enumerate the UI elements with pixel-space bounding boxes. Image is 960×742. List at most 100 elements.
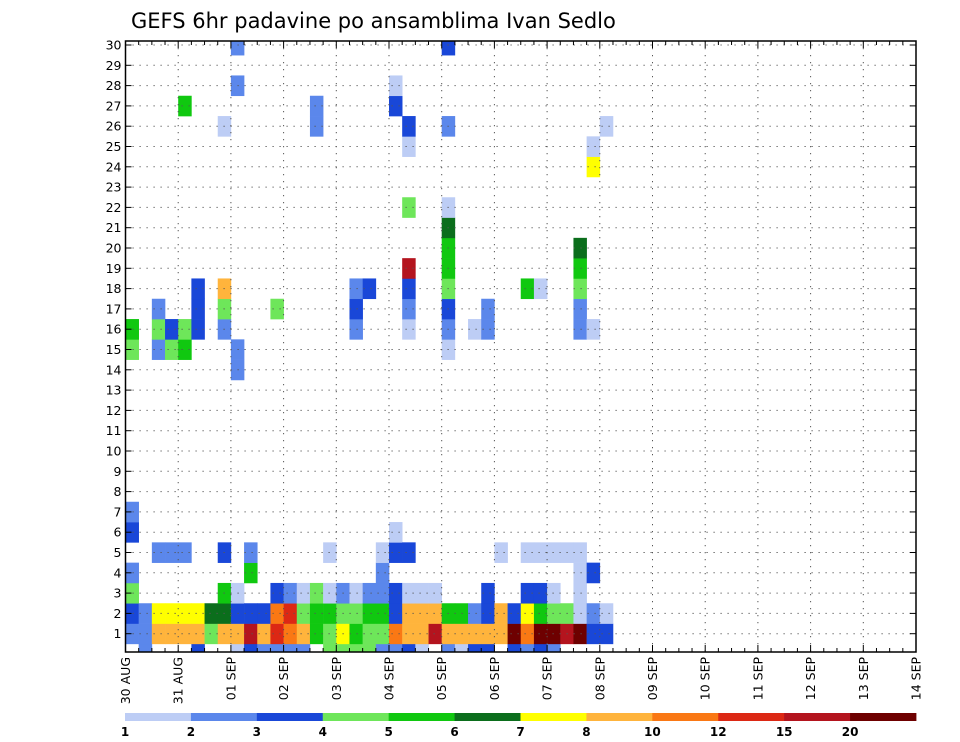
heatmap-cell [349, 298, 363, 320]
heatmap-cell [520, 278, 535, 300]
heatmap-cell [573, 319, 587, 340]
heatmap-cell [178, 623, 192, 645]
x-tick-label: 13 SEP [856, 657, 871, 701]
heatmap-cell [349, 278, 363, 300]
heatmap-cell [151, 319, 166, 340]
heatmap-cell [573, 278, 587, 300]
heatmap-cell [244, 603, 258, 624]
heatmap-cell [309, 116, 324, 137]
heatmap-cell [323, 542, 337, 563]
heatmap-cell [481, 623, 495, 645]
heatmap-cell [520, 582, 535, 604]
heatmap-cell [362, 603, 377, 624]
heatmap-cell [402, 136, 416, 157]
heatmap-cell [533, 643, 548, 653]
heatmap-cell [599, 603, 614, 624]
heatmap-cell [389, 95, 403, 117]
y-tick-label: 2 [114, 606, 122, 621]
heatmap-cell [481, 319, 495, 340]
heatmap-cell [586, 319, 601, 340]
x-tick-label: 30 AUG [118, 657, 133, 704]
y-tick-label: 20 [106, 241, 122, 256]
heatmap-cell [389, 603, 403, 624]
colorbar-label: 8 [582, 725, 590, 739]
heatmap-cell [204, 623, 219, 645]
colorbar-label: 10 [644, 725, 661, 739]
heatmap-cell [125, 522, 139, 543]
heatmap-cell [389, 522, 403, 543]
heatmap-cell [520, 603, 535, 624]
heatmap-cell [573, 258, 587, 279]
colorbar-label: 2 [187, 725, 195, 739]
colorbar-label: 20 [842, 725, 859, 739]
y-axis: 1234567891011121314151617181920212223242… [106, 38, 916, 641]
heatmap-cell [573, 562, 587, 584]
heatmap-cell [402, 197, 416, 218]
heatmap-cell [573, 237, 587, 259]
y-tick-label: 21 [106, 220, 122, 235]
y-tick-label: 7 [114, 504, 122, 519]
heatmap-cell [468, 643, 482, 653]
heatmap-cell [191, 623, 205, 645]
heatmap-cell [309, 623, 324, 645]
heatmap-cell [441, 643, 456, 653]
heatmap-cell [323, 603, 337, 624]
y-tick-label: 1 [114, 626, 122, 641]
heatmap-cell [244, 643, 258, 653]
heatmap-cell [151, 603, 166, 624]
heatmap-cell [375, 603, 390, 624]
heatmap-cell [494, 623, 508, 645]
y-tick-label: 6 [114, 525, 122, 540]
heatmap-cell [309, 582, 324, 604]
heatmap-cell [533, 278, 548, 300]
heatmap-cell [178, 95, 192, 117]
heatmap-cell [494, 603, 508, 624]
heatmap-cell [481, 603, 495, 624]
heatmap-cell [586, 156, 601, 178]
colorbar-swatch [718, 713, 785, 721]
colorbar-swatch [322, 713, 390, 721]
heatmap-cell [389, 623, 403, 645]
heatmap-cell [468, 319, 482, 340]
heatmap-cell [125, 501, 139, 523]
heatmap-cell [309, 95, 324, 117]
x-tick-label: 05 SEP [434, 657, 449, 701]
heatmap-cell [468, 603, 482, 624]
heatmap-cell [165, 339, 179, 360]
colorbar-label: 3 [253, 725, 261, 739]
colorbar-swatch [190, 713, 258, 721]
heatmap-cell [586, 603, 601, 624]
heatmap-cell [402, 319, 416, 340]
heatmap-cell [494, 542, 508, 563]
heatmap-cell [415, 643, 429, 653]
y-tick-label: 10 [106, 444, 122, 459]
heatmap-cell [547, 603, 561, 624]
heatmap-cell [362, 582, 377, 604]
y-tick-label: 16 [106, 322, 122, 337]
heatmap-cell [178, 319, 192, 340]
x-tick-label: 02 SEP [276, 657, 291, 701]
heatmap-cell [125, 339, 139, 360]
heatmap-cell [296, 603, 311, 624]
heatmap-cell [270, 623, 284, 645]
colorbar-label: 6 [450, 725, 458, 739]
y-tick-label: 24 [106, 159, 122, 174]
heatmap-cell [573, 298, 587, 320]
y-tick-label: 23 [106, 180, 122, 195]
colorbar-swatch [125, 713, 192, 721]
heatmap-cell [573, 623, 587, 645]
heatmap-cell [125, 603, 139, 624]
y-tick-label: 26 [106, 119, 122, 134]
heatmap-cell [402, 603, 416, 624]
heatmap-cell [296, 582, 311, 604]
heatmap-cell [481, 298, 495, 320]
heatmap-cell [309, 603, 324, 624]
heatmap-cell [283, 623, 298, 645]
heatmap-cell [283, 643, 298, 653]
heatmap-cell [323, 623, 337, 645]
x-tick-label: 14 SEP [909, 657, 924, 701]
colorbar-label: 1 [121, 725, 129, 739]
heatmap-cell [138, 603, 153, 624]
heatmap-cell [362, 278, 377, 300]
heatmap-cell [454, 643, 469, 653]
